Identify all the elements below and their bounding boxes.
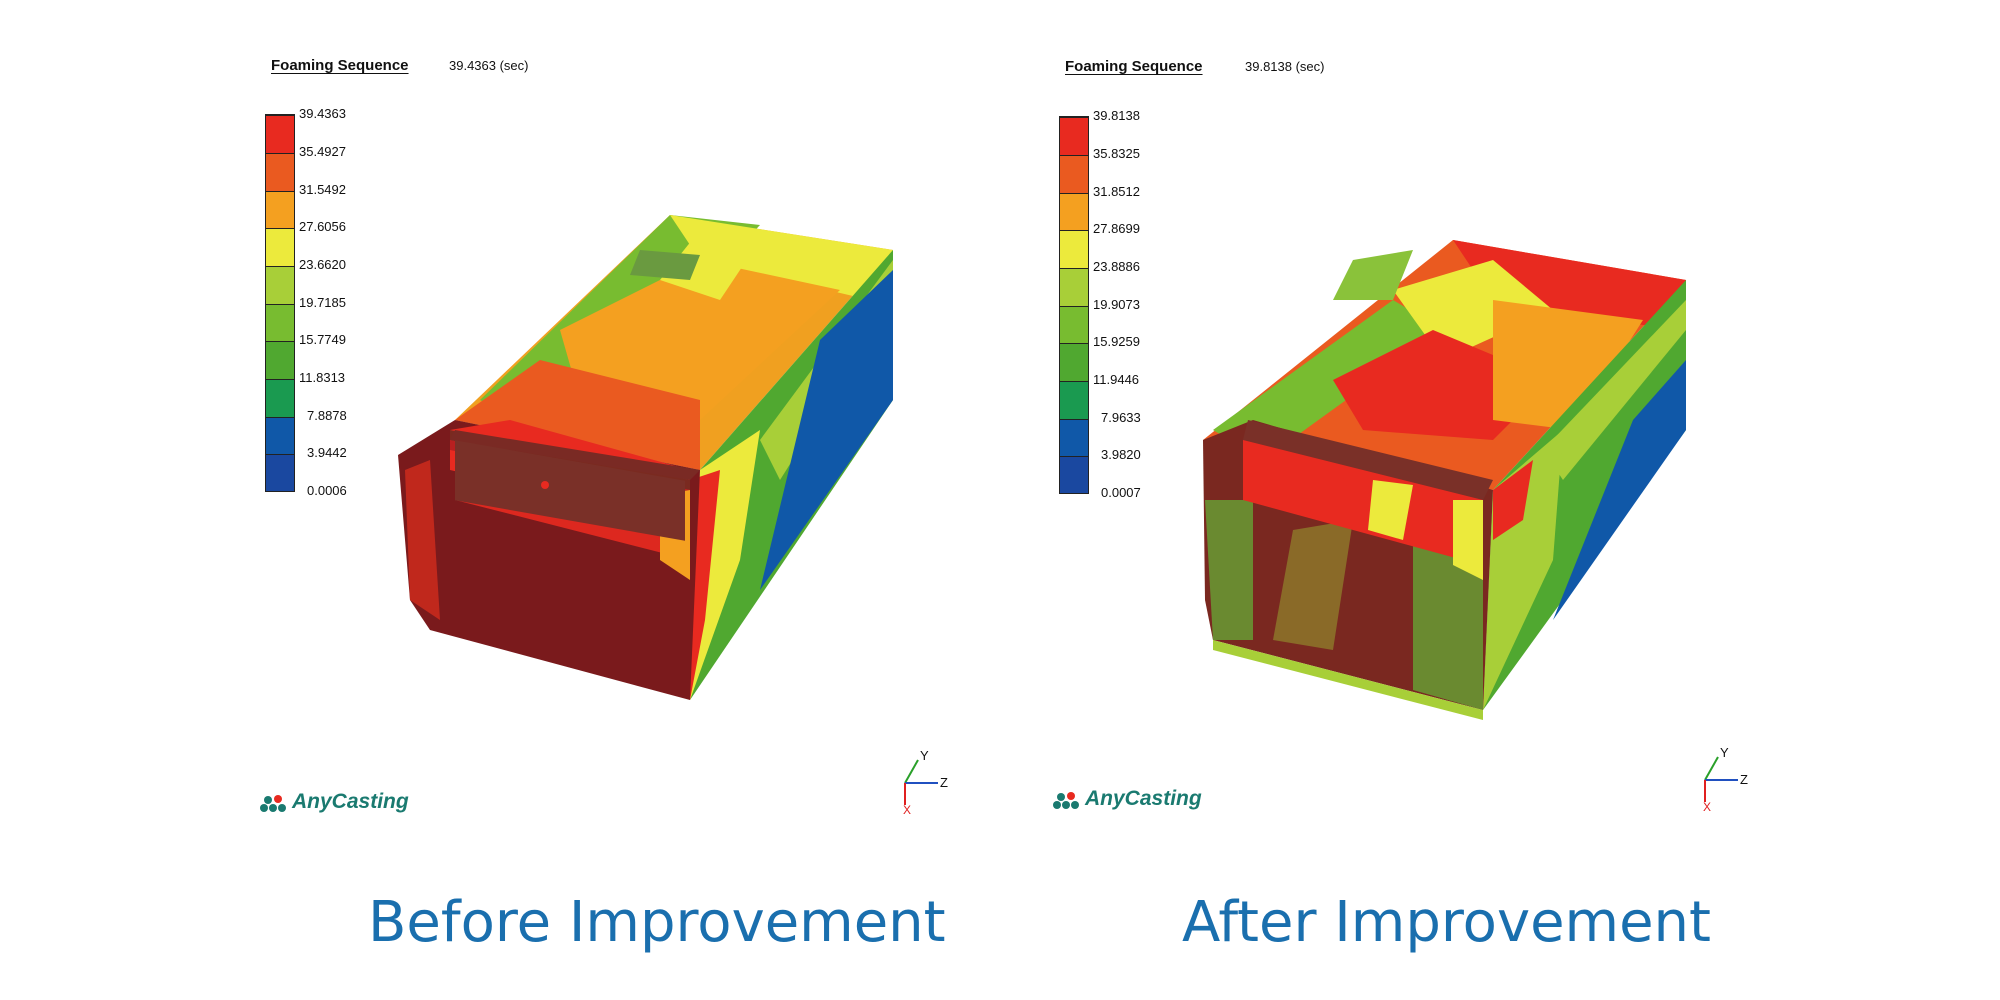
anycasting-logo: AnyCasting (1051, 787, 1202, 811)
axis-triad-icon: Y Z X (1703, 745, 1748, 812)
caption-after: After Improvement (1182, 890, 1711, 955)
legend-tick: 23.6620 (299, 257, 346, 272)
legend-tick: 3.9442 (307, 445, 347, 460)
legend-tick: 7.9633 (1101, 410, 1141, 425)
legend-tick: 27.6056 (299, 219, 346, 234)
legend-tick: 31.5492 (299, 182, 346, 197)
legend-swatch (1060, 117, 1088, 155)
legend-swatch (1060, 230, 1088, 268)
legend-tick: 19.9073 (1093, 297, 1140, 312)
logo-text: AnyCasting (1085, 787, 1202, 810)
legend-swatch (1060, 419, 1088, 456)
legend-tick: 7.8878 (307, 408, 347, 423)
anycasting-logo: AnyCasting (258, 790, 409, 814)
legend-tick: 15.7749 (299, 332, 346, 347)
legend-swatch (1060, 155, 1088, 193)
axis-x-label: X (903, 803, 911, 815)
legend-tick: 23.8886 (1093, 259, 1140, 274)
legend-color-bar (1059, 116, 1089, 494)
legend-swatch (266, 454, 294, 491)
logo-dots-icon (260, 795, 286, 812)
legend-swatch (266, 153, 294, 191)
legend-swatch (1060, 268, 1088, 306)
legend-swatch (266, 115, 294, 153)
axis-y-label: Y (920, 748, 929, 763)
legend-swatch (266, 266, 294, 304)
legend-swatch (1060, 193, 1088, 230)
axis-y-label: Y (1720, 745, 1729, 760)
legend-tick: 11.9446 (1093, 372, 1140, 387)
legend-color-bar (265, 114, 295, 492)
legend-title: Foaming Sequence (1065, 58, 1203, 75)
legend-tick: 11.8313 (299, 370, 346, 385)
legend-swatch (266, 228, 294, 266)
legend-tick: 35.4927 (299, 144, 346, 159)
legend-title: Foaming Sequence (271, 57, 409, 74)
panel-after: Foaming Sequence 39.8138 (sec) 39.8138 3… (793, 0, 1793, 1000)
time-readout: 39.8138 (sec) (1245, 59, 1325, 74)
axis-x-label: X (1703, 800, 1711, 812)
legend-tick: 15.9259 (1093, 334, 1140, 349)
legend-swatch (266, 304, 294, 341)
axis-z-label: Z (1740, 772, 1748, 787)
legend-tick: 39.8138 (1093, 108, 1140, 123)
legend-tick: 19.7185 (299, 295, 346, 310)
legend-tick: 27.8699 (1093, 221, 1140, 236)
time-readout: 39.4363 (sec) (449, 58, 529, 73)
legend-swatch (1060, 381, 1088, 419)
foam-simulation-model (398, 215, 893, 700)
legend-swatch (266, 191, 294, 228)
axis-triad-icon: Y Z X (903, 748, 948, 815)
legend-swatch (1060, 456, 1088, 493)
caption-before: Before Improvement (368, 890, 946, 955)
legend-swatch (266, 341, 294, 379)
legend-tick: 0.0007 (1101, 485, 1141, 500)
legend-tick: 39.4363 (299, 106, 346, 121)
legend-swatch (266, 379, 294, 417)
panel-before: Foaming Sequence 39.4363 (sec) 39.4363 3… (258, 57, 948, 815)
legend-tick: 35.8325 (1093, 146, 1140, 161)
legend-swatch (266, 417, 294, 454)
axis-z-label: Z (940, 775, 948, 790)
logo-dots-icon (1053, 792, 1079, 809)
logo-text: AnyCasting (292, 790, 409, 813)
legend-swatch (1060, 306, 1088, 343)
legend-tick: 31.8512 (1093, 184, 1140, 199)
legend-tick: 3.9820 (1101, 447, 1141, 462)
foam-simulation-model (1203, 240, 1686, 720)
legend-tick: 0.0006 (307, 483, 347, 498)
legend-swatch (1060, 343, 1088, 381)
